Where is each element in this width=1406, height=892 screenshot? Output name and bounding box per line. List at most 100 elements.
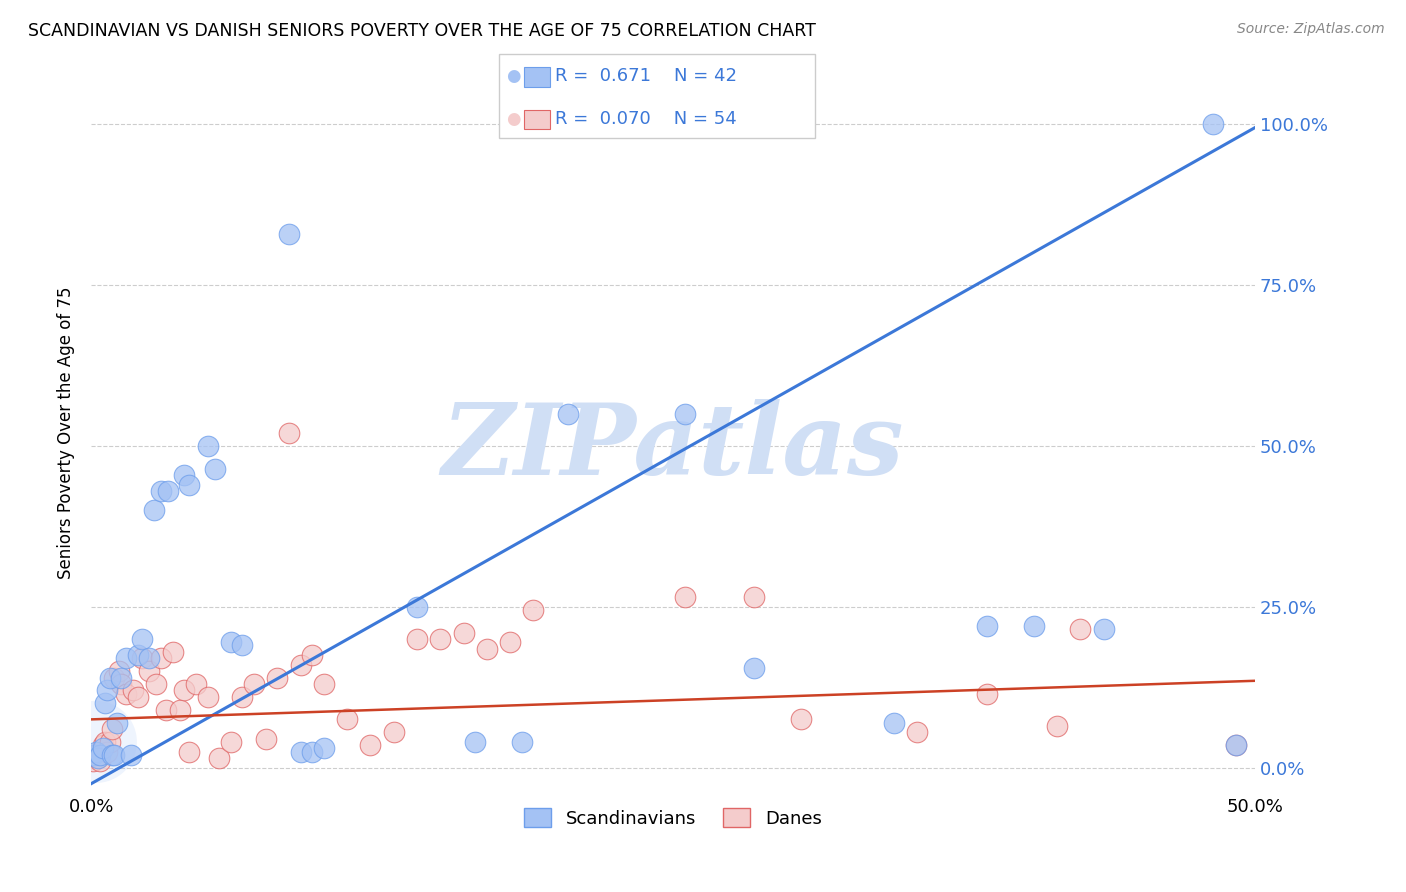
Point: [557, 407, 579, 421]
Point: [155, 703, 177, 717]
Point: [197, 690, 219, 704]
Point: [312, 677, 335, 691]
Point: [84, 735, 107, 749]
Point: [84, 747, 107, 762]
Point: [429, 632, 451, 646]
Point: [91, 738, 114, 752]
Point: [177, 745, 200, 759]
Point: [101, 747, 124, 762]
Text: Source: ZipAtlas.com: Source: ZipAtlas.com: [1237, 22, 1385, 37]
Point: [382, 725, 405, 739]
Point: [254, 731, 277, 746]
Point: [301, 648, 323, 662]
Point: [1202, 118, 1225, 132]
Point: [231, 639, 253, 653]
Point: [82, 754, 104, 768]
Point: [406, 632, 429, 646]
Point: [131, 632, 153, 646]
Point: [204, 461, 226, 475]
Point: [110, 671, 132, 685]
Point: [231, 690, 253, 704]
Point: [744, 590, 766, 604]
Point: [87, 751, 110, 765]
Point: [219, 635, 242, 649]
Point: [243, 677, 266, 691]
Point: [173, 467, 195, 482]
Point: [101, 722, 124, 736]
Point: [108, 664, 131, 678]
Point: [103, 747, 125, 762]
Text: ●: ●: [506, 67, 520, 85]
Point: [98, 671, 121, 685]
Point: [1046, 719, 1069, 733]
Point: [156, 484, 179, 499]
Point: [290, 745, 312, 759]
Point: [522, 603, 544, 617]
Text: R =  0.671    N = 42: R = 0.671 N = 42: [555, 67, 737, 85]
Point: [464, 735, 486, 749]
Point: [103, 671, 125, 685]
Point: [312, 741, 335, 756]
Y-axis label: Seniors Poverty Over the Age of 75: Seniors Poverty Over the Age of 75: [58, 287, 75, 580]
Point: [278, 426, 301, 441]
Point: [905, 725, 928, 739]
Point: [122, 683, 145, 698]
Point: [138, 651, 160, 665]
Text: ●: ●: [506, 110, 520, 128]
Point: [177, 477, 200, 491]
Point: [359, 738, 381, 752]
Point: [169, 703, 191, 717]
Point: [475, 641, 498, 656]
Point: [184, 677, 207, 691]
Point: [149, 484, 172, 499]
Point: [162, 645, 184, 659]
Point: [219, 735, 242, 749]
Point: [145, 677, 167, 691]
Point: [105, 715, 128, 730]
Point: [453, 625, 475, 640]
Point: [115, 651, 138, 665]
Point: [1022, 619, 1045, 633]
Point: [197, 439, 219, 453]
Point: [976, 619, 998, 633]
Point: [94, 735, 117, 749]
Point: [96, 683, 118, 698]
Point: [1069, 623, 1091, 637]
Text: ZIPatlas: ZIPatlas: [441, 400, 904, 496]
Point: [976, 687, 998, 701]
Point: [110, 677, 132, 691]
Point: [91, 741, 114, 756]
Point: [127, 648, 149, 662]
Point: [266, 671, 288, 685]
Point: [173, 683, 195, 698]
Point: [278, 227, 301, 241]
Text: R =  0.070    N = 54: R = 0.070 N = 54: [555, 110, 737, 128]
Point: [510, 735, 533, 749]
Point: [94, 696, 117, 710]
Point: [301, 745, 323, 759]
Point: [89, 747, 111, 762]
Point: [1225, 738, 1247, 752]
Point: [127, 690, 149, 704]
Point: [744, 661, 766, 675]
Text: SCANDINAVIAN VS DANISH SENIORS POVERTY OVER THE AGE OF 75 CORRELATION CHART: SCANDINAVIAN VS DANISH SENIORS POVERTY O…: [28, 22, 815, 40]
Point: [883, 715, 905, 730]
Point: [499, 635, 522, 649]
Point: [96, 745, 118, 759]
Point: [1092, 623, 1115, 637]
Point: [673, 407, 696, 421]
Point: [84, 745, 107, 759]
Point: [138, 664, 160, 678]
Point: [115, 687, 138, 701]
Point: [790, 712, 813, 726]
Point: [406, 599, 429, 614]
Point: [1225, 738, 1247, 752]
Point: [89, 754, 111, 768]
Point: [149, 651, 172, 665]
Point: [673, 590, 696, 604]
Point: [131, 651, 153, 665]
Point: [87, 751, 110, 765]
Legend: Scandinavians, Danes: Scandinavians, Danes: [517, 801, 830, 835]
Point: [208, 751, 231, 765]
Point: [98, 735, 121, 749]
